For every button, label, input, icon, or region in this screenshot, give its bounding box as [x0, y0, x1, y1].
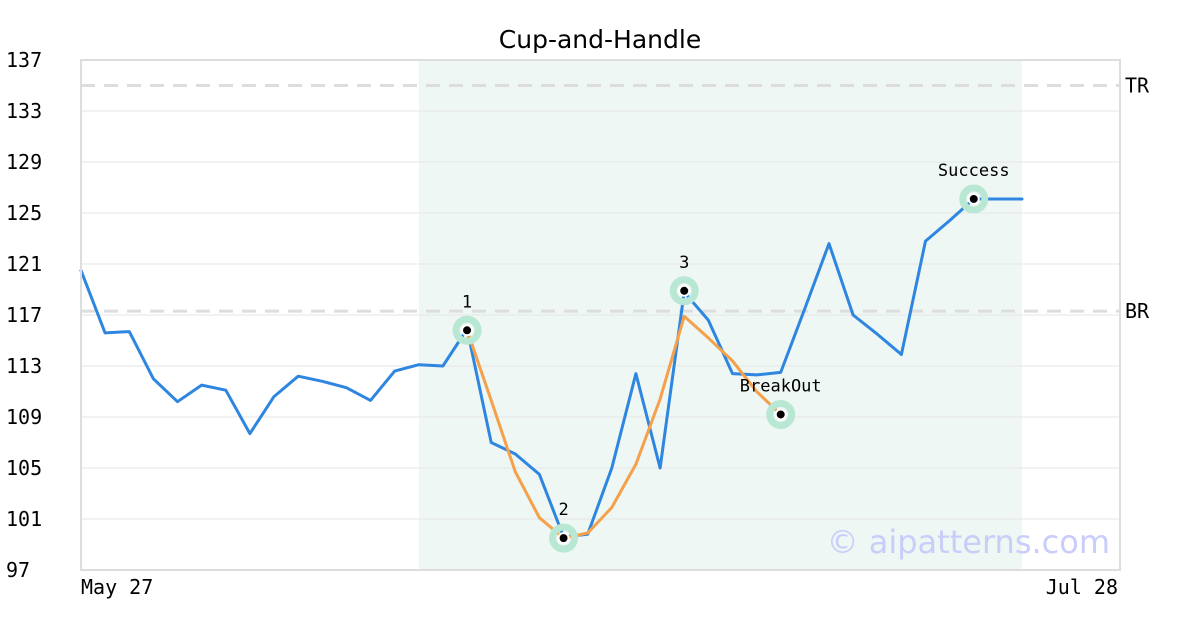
point-marker [678, 284, 691, 297]
level-lines: TR BR [81, 74, 1150, 323]
series-line-1 [79, 197, 1024, 539]
level-label: BR [1125, 299, 1150, 323]
y-tick-label: 105 [6, 456, 42, 480]
point-label: BreakOut [740, 376, 822, 396]
y-tick-label: 101 [6, 507, 42, 531]
chart-title: Cup-and-Handle [499, 25, 701, 54]
point-marker [774, 408, 787, 421]
point-marker [967, 192, 980, 205]
x-tick-label-start: May 27 [81, 575, 153, 599]
point-markers: 1 2 3 BreakOut Success [452, 161, 1010, 553]
y-tick-label: 133 [6, 99, 42, 123]
y-tick-label: 117 [6, 303, 42, 327]
y-tick-label: 121 [6, 252, 42, 276]
grid-lines [81, 110, 1120, 520]
point-halo [766, 399, 796, 429]
point-halo [959, 184, 989, 214]
watermark: © aipatterns.com [827, 523, 1110, 561]
y-tick-labels: 97 101 105 109 113 117 121 125 129 133 137 [6, 48, 42, 582]
point-halo [452, 315, 482, 345]
point-label: 3 [679, 253, 689, 273]
y-tick-label: 113 [6, 354, 42, 378]
point-label: 2 [558, 500, 568, 520]
y-tick-label: 109 [6, 405, 42, 429]
y-tick-label: 125 [6, 201, 42, 225]
point-marker [461, 324, 474, 337]
y-tick-label: 137 [6, 48, 42, 72]
point-marker [557, 532, 570, 545]
level-label: TR [1125, 74, 1150, 98]
point-label: 1 [462, 292, 472, 312]
point-halo [669, 276, 699, 306]
point-halo [549, 523, 579, 553]
point-label: Success [938, 161, 1010, 181]
series-group [79, 197, 1024, 540]
series-line-2 [465, 314, 783, 540]
y-tick-label: 129 [6, 150, 42, 174]
plot-frame [80, 59, 1121, 571]
y-tick-label: 97 [6, 558, 30, 582]
x-tick-label-end: Jul 28 [1046, 575, 1118, 599]
